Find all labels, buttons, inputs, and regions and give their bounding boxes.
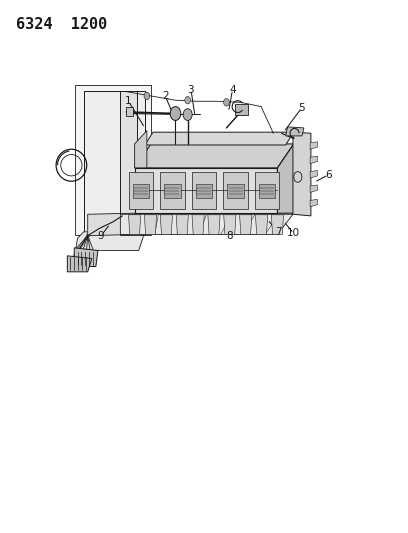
Polygon shape [176, 215, 188, 235]
Polygon shape [120, 91, 137, 221]
Text: 9: 9 [98, 231, 104, 240]
Circle shape [144, 92, 150, 100]
Polygon shape [129, 215, 141, 235]
Polygon shape [255, 215, 268, 235]
Polygon shape [224, 215, 236, 235]
Polygon shape [310, 199, 317, 207]
Polygon shape [239, 215, 252, 235]
Text: 7: 7 [275, 227, 282, 237]
Text: 8: 8 [226, 231, 233, 240]
Text: 10: 10 [287, 229, 300, 238]
Polygon shape [224, 172, 248, 209]
Polygon shape [271, 215, 284, 235]
Polygon shape [75, 232, 145, 251]
Circle shape [170, 107, 181, 120]
Polygon shape [310, 185, 317, 192]
Polygon shape [84, 91, 145, 232]
Polygon shape [235, 104, 248, 115]
Circle shape [224, 99, 229, 106]
Polygon shape [74, 248, 98, 266]
Polygon shape [126, 107, 133, 116]
Polygon shape [310, 142, 317, 149]
Polygon shape [259, 184, 275, 198]
Text: 2: 2 [162, 91, 169, 101]
Polygon shape [120, 219, 145, 235]
Polygon shape [208, 215, 220, 235]
Polygon shape [145, 132, 294, 145]
Circle shape [183, 109, 192, 120]
Polygon shape [286, 127, 304, 136]
Polygon shape [192, 172, 216, 209]
Polygon shape [164, 184, 180, 198]
Polygon shape [144, 215, 157, 235]
Polygon shape [160, 215, 173, 235]
Polygon shape [310, 156, 317, 164]
Polygon shape [120, 214, 293, 235]
Text: 4: 4 [229, 85, 236, 94]
Polygon shape [75, 85, 151, 235]
Polygon shape [129, 172, 153, 209]
Circle shape [185, 96, 191, 104]
Text: 5: 5 [299, 103, 305, 112]
Polygon shape [88, 213, 135, 236]
Text: 3: 3 [188, 85, 194, 94]
Text: 6324  1200: 6324 1200 [16, 17, 108, 32]
Text: 1: 1 [125, 96, 132, 106]
Polygon shape [196, 184, 212, 198]
Polygon shape [310, 171, 317, 178]
Polygon shape [135, 144, 294, 168]
Polygon shape [228, 184, 244, 198]
Polygon shape [255, 172, 279, 209]
Polygon shape [135, 168, 277, 213]
Polygon shape [277, 144, 294, 213]
Polygon shape [133, 184, 149, 198]
Polygon shape [135, 131, 147, 168]
Text: 6: 6 [325, 170, 332, 180]
Polygon shape [293, 132, 311, 216]
Polygon shape [67, 256, 92, 272]
Polygon shape [160, 172, 184, 209]
Polygon shape [192, 215, 204, 235]
